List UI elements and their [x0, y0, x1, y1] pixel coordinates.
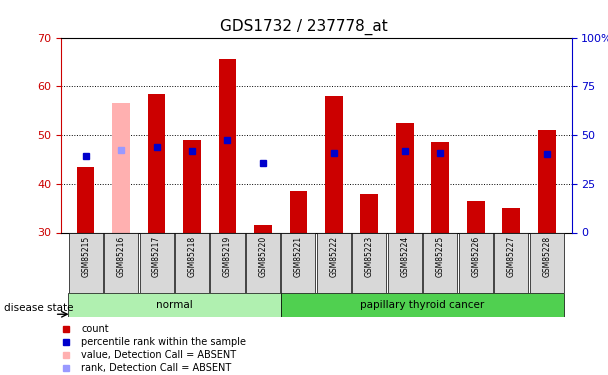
- FancyBboxPatch shape: [104, 232, 138, 292]
- Text: rank, Detection Call = ABSENT: rank, Detection Call = ABSENT: [81, 363, 232, 374]
- Text: disease state: disease state: [4, 303, 73, 313]
- FancyBboxPatch shape: [69, 232, 103, 292]
- Bar: [396, 123, 413, 232]
- FancyBboxPatch shape: [175, 232, 209, 292]
- Text: GSM85221: GSM85221: [294, 236, 303, 277]
- FancyBboxPatch shape: [68, 292, 281, 317]
- FancyBboxPatch shape: [210, 232, 244, 292]
- Bar: [325, 96, 343, 232]
- Bar: [432, 142, 449, 232]
- Bar: [77, 166, 94, 232]
- Text: GSM85228: GSM85228: [542, 236, 551, 277]
- FancyBboxPatch shape: [281, 292, 564, 317]
- Text: GSM85219: GSM85219: [223, 236, 232, 277]
- Text: GSM85227: GSM85227: [506, 236, 516, 277]
- Text: value, Detection Call = ABSENT: value, Detection Call = ABSENT: [81, 350, 237, 360]
- Bar: [361, 194, 378, 232]
- Text: GSM85222: GSM85222: [330, 236, 339, 277]
- Text: papillary thyroid cancer: papillary thyroid cancer: [361, 300, 485, 310]
- Bar: [254, 225, 272, 232]
- FancyBboxPatch shape: [282, 232, 316, 292]
- Text: GSM85215: GSM85215: [81, 236, 90, 277]
- FancyBboxPatch shape: [246, 232, 280, 292]
- Bar: [112, 104, 130, 232]
- Text: percentile rank within the sample: percentile rank within the sample: [81, 337, 246, 347]
- Bar: [289, 191, 307, 232]
- Text: GSM85224: GSM85224: [400, 236, 409, 277]
- Text: GSM85226: GSM85226: [471, 236, 480, 277]
- FancyBboxPatch shape: [458, 232, 492, 292]
- FancyBboxPatch shape: [353, 232, 387, 292]
- FancyBboxPatch shape: [317, 232, 351, 292]
- Text: GDS1732 / 237778_at: GDS1732 / 237778_at: [220, 19, 388, 35]
- FancyBboxPatch shape: [494, 232, 528, 292]
- Text: count: count: [81, 324, 109, 334]
- Bar: [219, 59, 237, 232]
- Text: GSM85218: GSM85218: [187, 236, 196, 277]
- Text: GSM85216: GSM85216: [117, 236, 126, 277]
- FancyBboxPatch shape: [530, 232, 564, 292]
- Bar: [148, 94, 165, 232]
- FancyBboxPatch shape: [139, 232, 174, 292]
- Bar: [502, 208, 520, 232]
- Bar: [183, 140, 201, 232]
- Text: GSM85217: GSM85217: [152, 236, 161, 277]
- Bar: [467, 201, 485, 232]
- Text: GSM85223: GSM85223: [365, 236, 374, 277]
- Bar: [538, 130, 556, 232]
- Text: GSM85225: GSM85225: [436, 236, 445, 277]
- FancyBboxPatch shape: [423, 232, 457, 292]
- FancyBboxPatch shape: [388, 232, 422, 292]
- Text: normal: normal: [156, 300, 193, 310]
- Text: GSM85220: GSM85220: [258, 236, 268, 277]
